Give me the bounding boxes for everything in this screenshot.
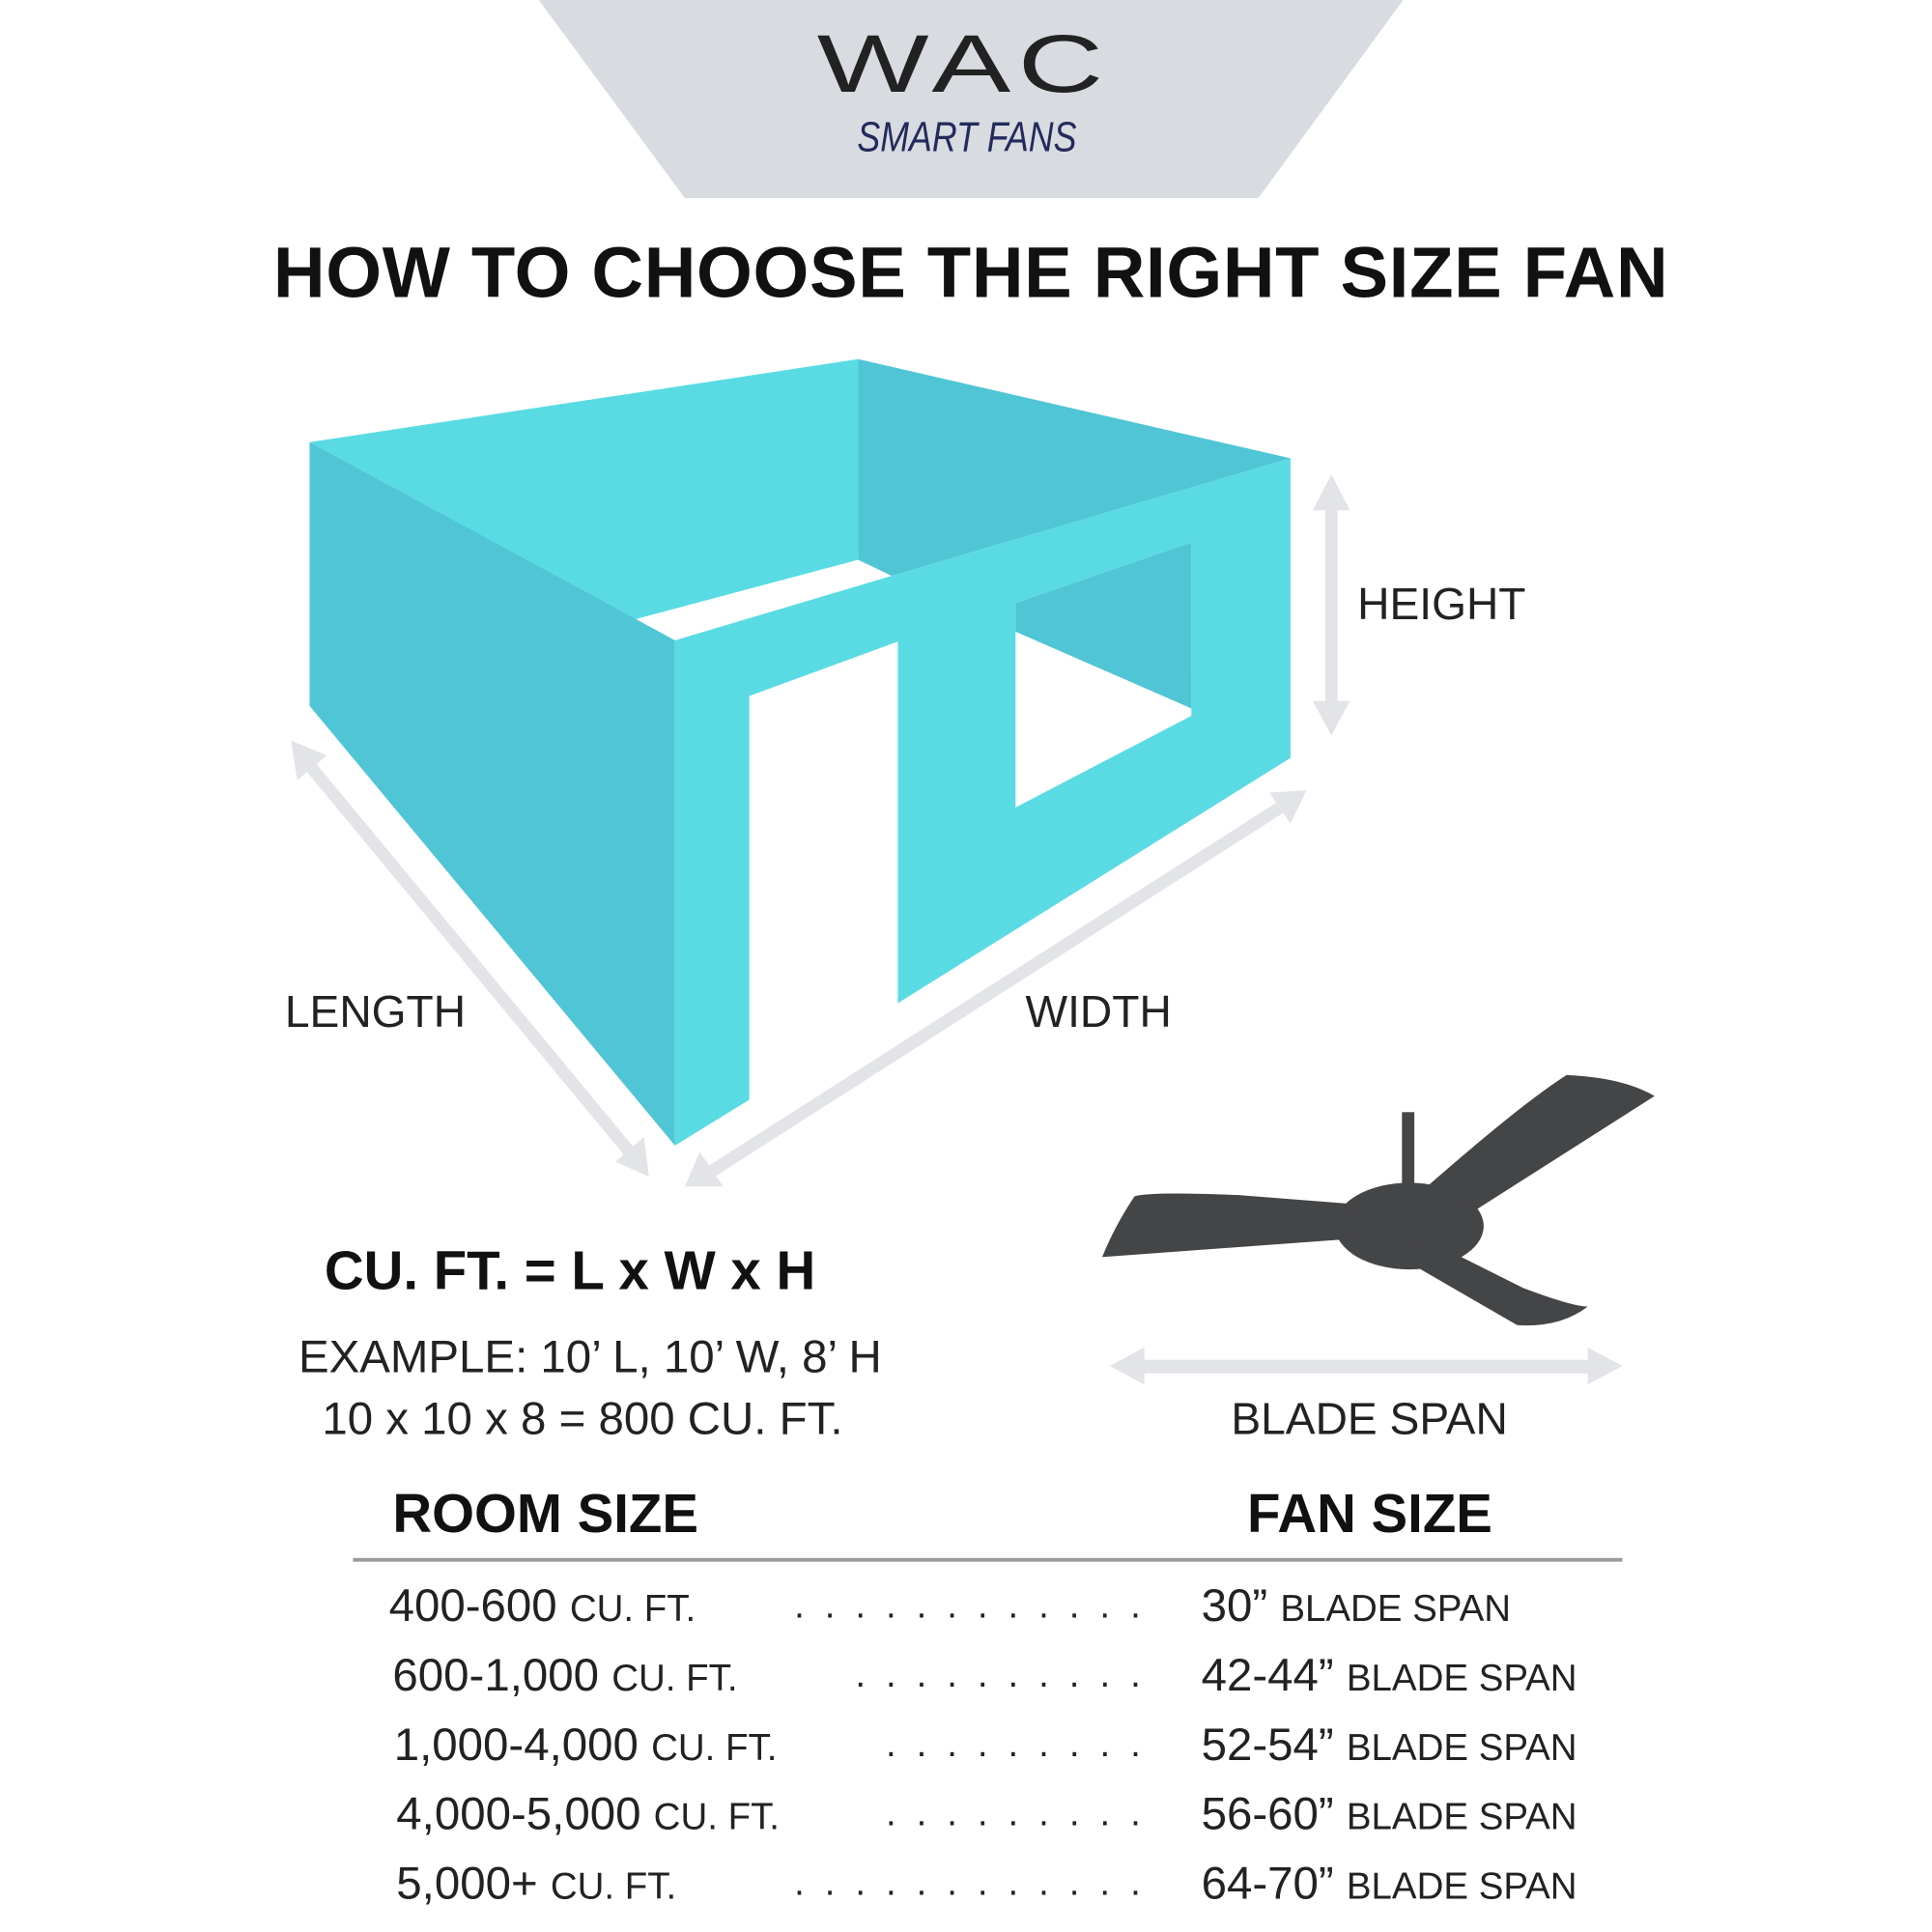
table-row: 56-60” BLADE SPAN <box>1202 1787 1577 1844</box>
room-unit: CU. FT. <box>569 1588 696 1631</box>
fan-size: 30” <box>1201 1579 1268 1632</box>
leader-dots: . . . . . . . . . <box>886 1793 1146 1834</box>
fan-unit: BLADE SPAN <box>1346 1866 1577 1908</box>
example-dimensions: EXAMPLE: 10’ L, 10’ W, 8’ H <box>298 1331 882 1382</box>
table-row: 64-70” BLADE SPAN <box>1202 1857 1577 1914</box>
fan-size: 42-44” <box>1201 1649 1334 1701</box>
page-title: HOW TO CHOOSE THE RIGHT SIZE FAN <box>272 233 1669 314</box>
table-row: 30” BLADE SPAN <box>1202 1579 1511 1636</box>
room-size: 1,000-4,000 <box>393 1719 639 1771</box>
dimension-arrows <box>291 474 1623 1385</box>
room-unit: CU. FT. <box>550 1866 677 1908</box>
height-label: HEIGHT <box>1357 578 1526 630</box>
width-label: WIDTH <box>1025 985 1172 1037</box>
room-unit: CU. FT. <box>651 1727 778 1769</box>
logo-brand: WAC <box>816 16 1111 109</box>
header-room-size: ROOM SIZE <box>392 1483 698 1545</box>
room-unit: CU. FT. <box>653 1797 781 1838</box>
ceiling-fan-icon <box>1102 1074 1655 1326</box>
left-wall <box>309 441 675 1146</box>
room-size: 400-600 <box>388 1579 557 1632</box>
table-row: 5,000+ CU. FT. <box>396 1857 676 1914</box>
table-row: 4,000-5,000 CU. FT. <box>396 1787 780 1844</box>
back-right-wall <box>858 358 1291 577</box>
leader-dots: . . . . . . . . . . . . <box>794 1585 1146 1627</box>
fan-unit: BLADE SPAN <box>1346 1658 1577 1699</box>
table-row: 52-54” BLADE SPAN <box>1202 1718 1577 1775</box>
back-left-wall <box>309 358 859 620</box>
height-arrow <box>1312 474 1350 736</box>
fan-size: 52-54” <box>1201 1719 1334 1771</box>
leader-dots: . . . . . . . . . . <box>855 1654 1146 1696</box>
example-calculation: 10 x 10 x 8 = 800 CU. FT. <box>322 1393 843 1444</box>
header-divider <box>353 1557 1623 1562</box>
fan-unit: BLADE SPAN <box>1346 1797 1577 1838</box>
room-unit: CU. FT. <box>611 1658 738 1699</box>
width-arrow <box>684 789 1307 1187</box>
length-label: LENGTH <box>284 985 467 1037</box>
room-illustration <box>309 358 1291 1146</box>
blade-span-arrow <box>1109 1347 1623 1385</box>
logo-tagline: SMART FANS <box>857 113 1077 161</box>
room-size: 5,000+ <box>396 1858 538 1909</box>
leader-dots: . . . . . . . . . <box>886 1723 1146 1765</box>
table-row: 1,000-4,000 CU. FT. <box>394 1718 778 1775</box>
room-size: 4,000-5,000 <box>396 1788 641 1839</box>
fan-unit: BLADE SPAN <box>1346 1727 1577 1769</box>
logo-banner <box>538 0 1404 199</box>
fan-size: 64-70” <box>1201 1858 1334 1909</box>
length-arrow <box>291 740 649 1177</box>
window-back-wall <box>1015 542 1192 709</box>
table-row: 400-600 CU. FT. <box>389 1579 696 1636</box>
blade-span-label: BLADE SPAN <box>1231 1393 1508 1444</box>
volume-formula: CU. FT. = L x W x H <box>324 1240 816 1302</box>
header-fan-size: FAN SIZE <box>1247 1483 1492 1545</box>
fan-unit: BLADE SPAN <box>1280 1588 1512 1631</box>
leader-dots: . . . . . . . . . . . . <box>794 1862 1146 1904</box>
table-row: 600-1,000 CU. FT. <box>392 1648 737 1705</box>
room-size: 600-1,000 <box>392 1649 600 1701</box>
table-row: 42-44” BLADE SPAN <box>1202 1648 1577 1705</box>
fan-size: 56-60” <box>1201 1788 1334 1839</box>
